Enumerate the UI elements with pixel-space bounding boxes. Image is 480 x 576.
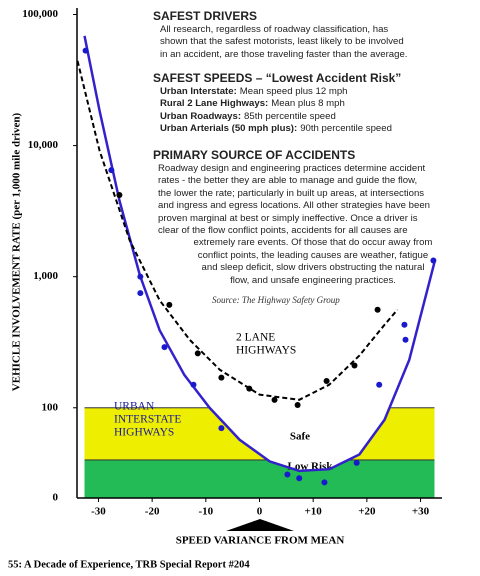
data-point [402, 336, 409, 343]
series-annotation: 2 LANE [236, 332, 275, 344]
section-text: in an accident, are those traveling fast… [160, 48, 408, 60]
section-heading: SAFEST DRIVERS [153, 9, 258, 23]
data-point [323, 378, 330, 385]
data-point [161, 344, 168, 351]
data-point [218, 374, 225, 381]
item-label: Rural 2 Lane Highways: [160, 98, 269, 110]
data-point [108, 167, 115, 174]
data-point [376, 381, 383, 388]
data-point [374, 306, 381, 313]
data-point [218, 425, 225, 432]
section-text: the lower the rate; particularly in buil… [158, 187, 425, 199]
y-tick-label: 10,000 [28, 139, 59, 151]
section-text: and sleep deficit, slow drivers obstruct… [201, 262, 425, 274]
data-point [321, 479, 328, 486]
y-tick-label: 100 [42, 401, 59, 413]
data-point [351, 362, 358, 369]
section-text: and ingress and egress locations. All ot… [158, 200, 430, 212]
x-tick-label: +30 [412, 506, 430, 518]
section-text: clear of the flow conflict points, accid… [158, 225, 408, 236]
speed-item: Urban Arterials (50 mph plus): 90th perce… [160, 123, 392, 134]
section-text: flow, and unsafe engineering practices. [230, 274, 396, 286]
section-text: proven marginal at best or simply ineffe… [158, 212, 418, 224]
series-annotation: HIGHWAYS [114, 427, 174, 439]
section-text: extremely rare events. Of those that do … [193, 237, 433, 249]
item-text: 85th percentile speed [244, 110, 336, 122]
series-annotation: URBAN [114, 401, 155, 413]
data-point [246, 385, 253, 392]
section-text: All research, regardless of roadway clas… [160, 24, 389, 35]
data-point [116, 191, 123, 198]
y-tick-label: 100,000 [22, 8, 58, 20]
x-tick-label: -20 [145, 506, 160, 518]
data-point [137, 273, 144, 280]
y-tick-label: 1,000 [33, 270, 58, 282]
data-point [294, 401, 301, 408]
item-label: Urban Roadways: [160, 110, 242, 122]
section-text: Roadway design and engineering practices… [158, 163, 426, 174]
data-point [401, 321, 408, 328]
item-text: 90th percentile speed [300, 123, 392, 135]
fit-curve [76, 60, 399, 401]
speed-item: Urban Interstate: Mean speed plus 12 mph [160, 86, 348, 97]
x-tick-label: -10 [198, 506, 213, 518]
section-text: shown that the safest motorists, least l… [160, 36, 404, 48]
x-tick-label: 0 [257, 506, 263, 518]
data-point [271, 396, 278, 403]
x-tick-label: +20 [358, 506, 376, 518]
data-point [137, 290, 144, 297]
data-point [190, 381, 197, 388]
speed-item: Urban Roadways: 85th percentile speed [160, 111, 336, 122]
data-point [296, 475, 303, 482]
item-text: Mean speed plus 12 mph [239, 86, 348, 97]
y-origin-label: 0 [53, 492, 59, 504]
series-annotation: HIGHWAYS [236, 345, 296, 357]
caption: 55: A Decade of Experience, TRB Special … [8, 559, 250, 570]
section-text: rates - the better they are able to mana… [158, 175, 418, 187]
item-label: Urban Arterials (50 mph plus): [160, 123, 298, 135]
y-axis-label: VEHICLE INVOLVEMENT RATE (per 1,000 mile… [11, 112, 23, 391]
item-label: Urban Interstate: [160, 86, 237, 97]
series-annotation: INTERSTATE [114, 414, 181, 426]
section-heading: SAFEST SPEEDS – “Lowest Accident Risk” [153, 71, 402, 85]
item-text: Mean plus 8 mph [271, 98, 345, 110]
data-point [166, 301, 173, 308]
data-point [430, 257, 437, 264]
x-tick-label: -30 [91, 506, 106, 518]
data-point [284, 471, 291, 478]
speed-item: Rural 2 Lane Highways: Mean plus 8 mph [160, 98, 345, 109]
section-heading: PRIMARY SOURCE OF ACCIDENTS [153, 148, 356, 162]
fit-curve [83, 35, 436, 473]
data-point [353, 459, 360, 466]
x-tick-label: +10 [305, 506, 323, 518]
data-point [194, 350, 201, 357]
zone-label: Safe [290, 431, 310, 443]
mean-marker [226, 519, 294, 531]
section-text: conflict points, the leading causes are … [197, 249, 429, 261]
source-note: Source: The Highway Safety Group [212, 295, 340, 305]
data-point [82, 47, 89, 54]
x-axis-label: SPEED VARIANCE FROM MEAN [176, 535, 345, 547]
risk-zone [84, 459, 435, 498]
